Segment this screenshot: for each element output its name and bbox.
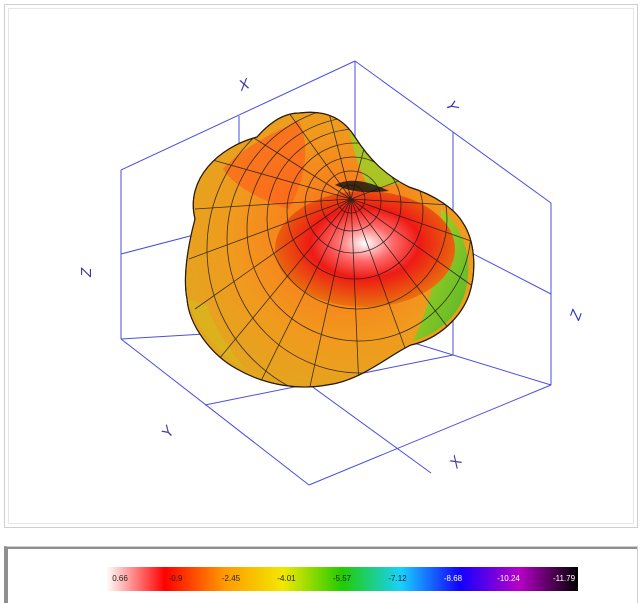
colorbar-tick-label: -7.12 xyxy=(388,574,407,583)
axis-label-x-bottom: X xyxy=(446,453,467,473)
radiation-pattern-3d-plot[interactable]: X Y Z Z Y X xyxy=(9,9,635,525)
colorbar-gradient xyxy=(106,567,578,591)
axis-box-front xyxy=(120,338,552,486)
colorbar-tick-label: -8.68 xyxy=(443,574,463,583)
colorbar-tick-label: -4.01 xyxy=(277,574,296,583)
axis-label-z-right: Z xyxy=(566,307,586,323)
colorbar-tick-label: 0.66 xyxy=(112,574,128,583)
colorbar-tick-label: -10.24 xyxy=(497,574,520,583)
colorbar-tick-label: -5.57 xyxy=(332,574,352,583)
colorbar-tick-label: -2.45 xyxy=(221,574,241,583)
axis-label-y-top: Y xyxy=(442,98,462,116)
colorbar: 0.66 -0.9 -2.45 -4.01 -5.57 -7.12 -8.68 -10.24 -… xyxy=(106,567,578,591)
legend-panel: 0.66 -0.9 -2.45 -4.01 -5.57 -7.12 -8.68 -10.24 -… xyxy=(4,546,638,603)
axis-label-z-left: Z xyxy=(78,267,95,278)
surface-body xyxy=(184,111,475,388)
plot-panel: X Y Z Z Y X xyxy=(4,4,638,528)
axis-label-y-bottom: Y xyxy=(158,423,178,442)
colorbar-tick-label: -0.9 xyxy=(168,574,183,583)
colorbar-tick-label: -11.79 xyxy=(552,574,576,583)
axis-label-x-top: X xyxy=(236,75,253,95)
